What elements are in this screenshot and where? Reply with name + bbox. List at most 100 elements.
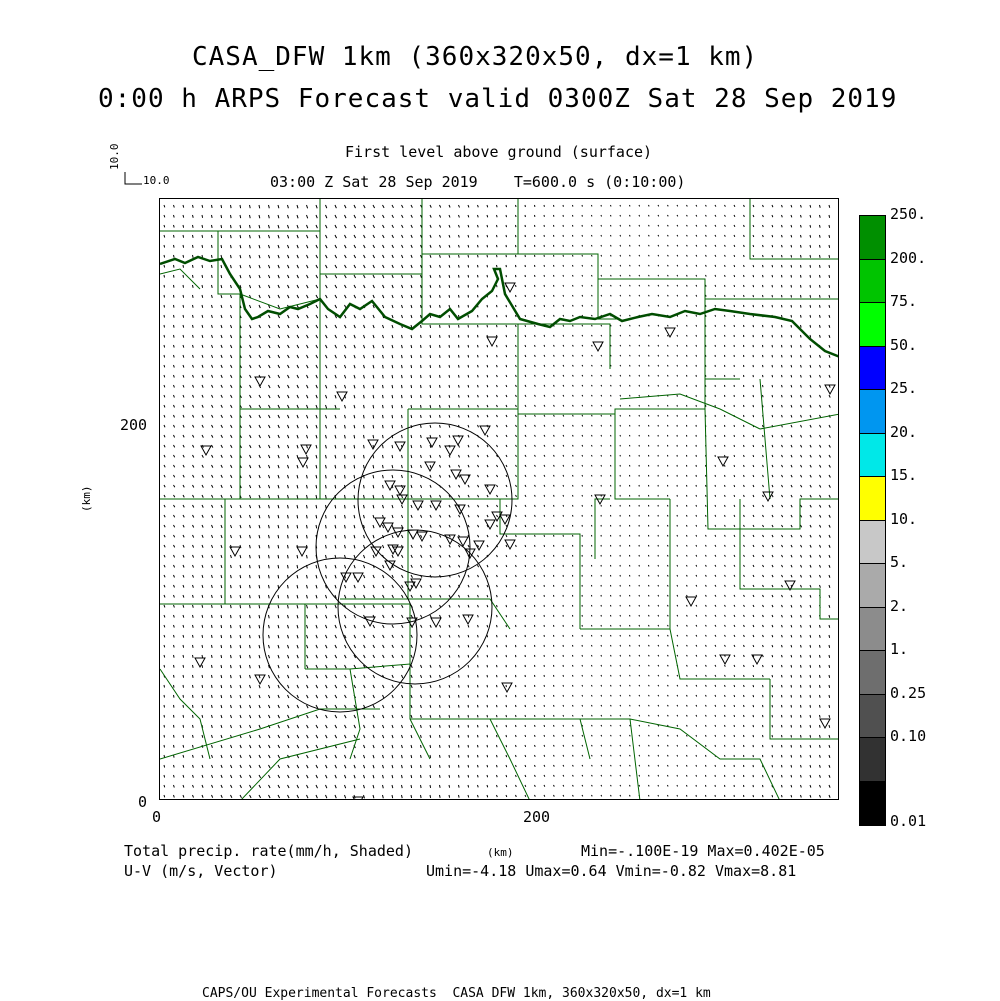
colorbar-label: 0.01 [890, 812, 927, 830]
colorbar-label: 5. [890, 553, 909, 571]
colorbar-swatch [860, 216, 885, 260]
station-marker [491, 511, 503, 523]
colorbar-swatch [860, 651, 885, 695]
vector-ref-arrow [124, 172, 142, 185]
station-marker [254, 674, 266, 686]
vector-label: U-V (m/s, Vector) [124, 862, 278, 880]
station-marker [504, 539, 516, 551]
station-marker [717, 456, 729, 468]
station-marker [824, 384, 836, 396]
station-marker [352, 796, 364, 799]
colorbar-swatch [860, 390, 885, 434]
station-marker [444, 445, 456, 457]
colorbar-swatch [860, 564, 885, 608]
radar-ring-3 [262, 557, 418, 713]
station-marker [479, 425, 491, 437]
station-marker [499, 514, 511, 526]
station-marker [394, 441, 406, 453]
station-marker [352, 572, 364, 584]
station-marker [384, 480, 396, 492]
colorbar-label: 200. [890, 248, 927, 267]
station-marker [364, 616, 376, 628]
colorbar-label: 2. [890, 596, 909, 615]
colorbar-label: 250. [890, 205, 927, 223]
station-marker [229, 546, 241, 558]
station-marker [504, 282, 516, 294]
station-marker [452, 435, 464, 447]
radar-ring-2 [315, 469, 471, 625]
colorbar-swatch [860, 694, 885, 738]
station-marker [384, 560, 396, 572]
colorbar-swatch [860, 477, 885, 521]
station-marker [404, 581, 416, 593]
colorbar-label: 15. [890, 466, 918, 484]
title-line-2: 0:00 h ARPS Forecast valid 0300Z Sat 28 … [98, 84, 898, 114]
station-marker [387, 544, 399, 556]
station-marker [424, 461, 436, 473]
footer-credit: CAPS/OU Experimental Forecasts CASA DFW … [202, 986, 711, 1001]
station-marker [416, 531, 428, 543]
station-marker [426, 437, 438, 449]
colorbar-label: 1. [890, 640, 909, 658]
station-marker [484, 484, 496, 496]
station-marker [370, 546, 382, 558]
min-max-values: Min=-.100E-19 Max=0.402E-05 [581, 842, 825, 860]
colorbar-swatch [860, 259, 885, 303]
map-canvas [160, 199, 838, 799]
station-marker [396, 494, 408, 506]
vector-ref-horizontal-label: 10.0 [143, 174, 170, 187]
colorbar-swatch [860, 738, 885, 782]
station-marker [664, 327, 676, 339]
station-marker [462, 614, 474, 626]
colorbar-label: 10. [890, 509, 918, 528]
station-marker [762, 491, 774, 503]
title-line-1: CASA_DFW 1km (360x320x50, dx=1 km) [192, 42, 759, 72]
radar-ring-1 [357, 422, 513, 578]
subtitle-line-1: First level above ground (surface) [345, 143, 653, 161]
station-marker [685, 596, 697, 608]
station-marker [300, 444, 312, 456]
station-marker [751, 654, 763, 666]
x-axis-label: (km) [487, 846, 514, 859]
x-tick-200: 200 [523, 808, 551, 826]
colorbar-label: 75. [890, 292, 918, 310]
colorbar-swatch [860, 346, 885, 390]
station-marker [464, 548, 476, 560]
station-marker [719, 654, 731, 666]
colorbar-swatch [860, 433, 885, 477]
station-marker [473, 540, 485, 552]
station-marker [430, 500, 442, 512]
station-marker [450, 469, 462, 481]
station-marker [412, 500, 424, 512]
colorbar-swatch [860, 303, 885, 347]
station-marker [594, 494, 606, 506]
station-marker [486, 336, 498, 348]
uv-min-max-values: Umin=-4.18 Umax=0.64 Vmin=-0.82 Vmax=8.8… [426, 862, 797, 880]
station-marker [296, 546, 308, 558]
station-marker [336, 391, 348, 403]
station-marker [410, 578, 422, 590]
station-marker [382, 522, 394, 534]
observation-stations [194, 282, 836, 799]
radar-range-rings [262, 422, 513, 713]
station-marker [394, 485, 406, 497]
station-marker [501, 682, 513, 694]
y-tick-200: 200 [120, 416, 148, 434]
y-axis-label: (km) [80, 485, 93, 513]
vector-ref-vertical-label: 10.0 [108, 143, 121, 171]
station-marker [444, 534, 456, 546]
station-marker [367, 439, 379, 451]
station-marker [784, 580, 796, 592]
colorbar-label: 0.25 [890, 683, 927, 702]
subtitle-line-2: 03:00 Z Sat 28 Sep 2019 T=600.0 s (0:10:… [270, 173, 686, 191]
station-marker [459, 474, 471, 486]
station-marker [392, 527, 404, 539]
station-marker [407, 529, 419, 541]
station-marker [484, 519, 496, 531]
wind-vector-field [163, 204, 831, 799]
x-tick-0: 0 [152, 808, 162, 826]
precip-label: Total precip. rate(mm/h, Shaded) [124, 842, 413, 860]
colorbar-swatch [860, 781, 885, 825]
y-tick-0: 0 [138, 793, 148, 811]
red-river-boundary [160, 255, 838, 358]
